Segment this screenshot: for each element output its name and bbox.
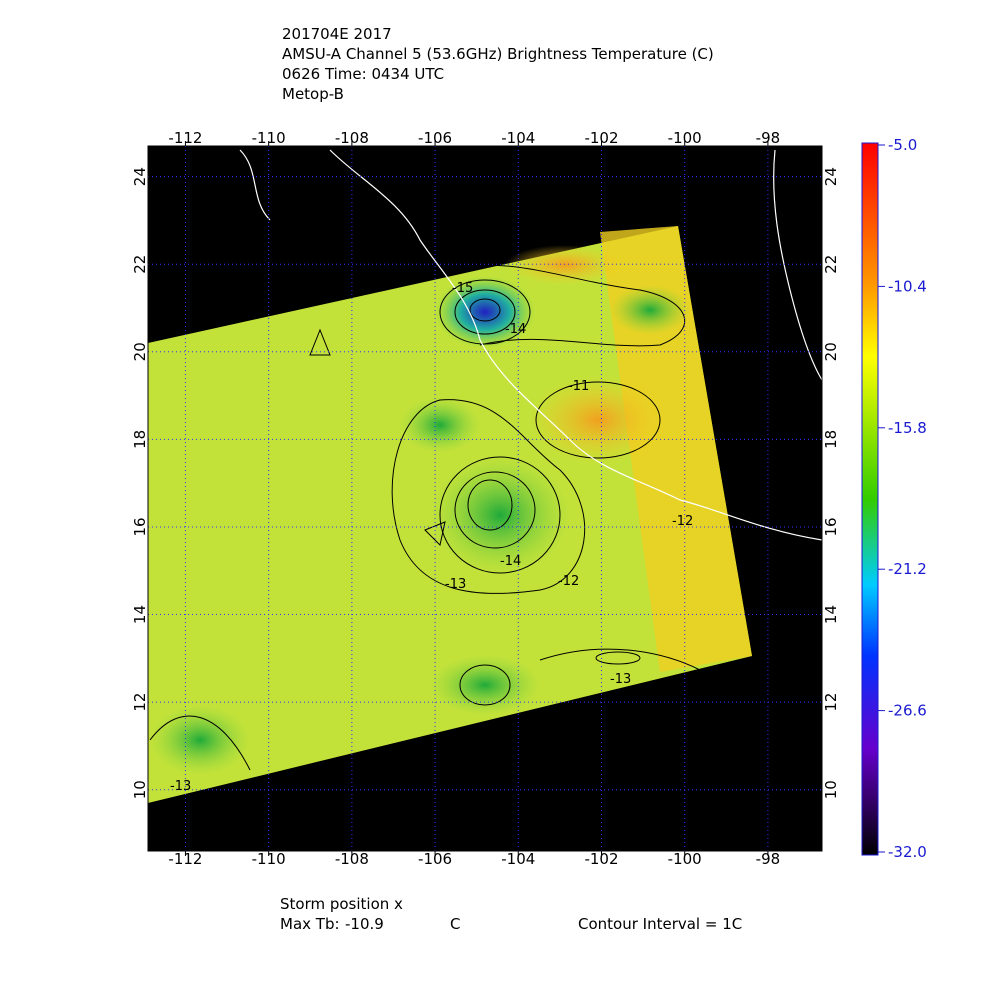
lat-tick-label: 18 — [131, 430, 149, 449]
cold-area — [430, 655, 540, 715]
cold-area — [150, 705, 250, 775]
contour-label: -13 — [610, 672, 631, 687]
lat-tick-label: 20 — [822, 342, 840, 361]
contour-label: -15 — [452, 281, 473, 296]
header-line: Metop-B — [282, 85, 344, 103]
colorbar-label: -21.2 — [888, 560, 927, 578]
header: 201704E 2017 AMSU-A Channel 5 (53.6GHz) B… — [282, 25, 714, 103]
colorbar-label: -15.8 — [888, 419, 927, 437]
lon-tick-label: -100 — [668, 850, 702, 868]
grid — [148, 146, 822, 851]
cold-area — [400, 397, 480, 453]
contour-label: -13 — [170, 779, 191, 794]
lon-tick-label: -98 — [756, 129, 781, 147]
lon-tick-label: -106 — [418, 850, 452, 868]
contours — [149, 264, 701, 771]
contour-label: -11 — [568, 379, 589, 394]
contour-label: -14 — [500, 554, 521, 569]
map-layer — [148, 146, 822, 851]
lon-tick-label: -110 — [252, 129, 286, 147]
cold-area — [610, 285, 690, 335]
lon-tick-label: -112 — [168, 129, 202, 147]
colorbar-label: -10.4 — [888, 277, 927, 295]
lat-tick-label: 22 — [822, 255, 840, 274]
lat-tick-label: 10 — [131, 780, 149, 799]
lon-tick-label: -112 — [168, 850, 202, 868]
lat-tick-label: 18 — [822, 430, 840, 449]
lat-tick-label: 12 — [131, 693, 149, 712]
lon-tick-label: -108 — [335, 129, 369, 147]
contour-label: -13 — [445, 577, 466, 592]
lat-tick-label: 24 — [822, 167, 840, 186]
lon-tick-label: -100 — [668, 129, 702, 147]
max-tb-label: Max Tb: — [280, 915, 340, 933]
colorbar-label: -32.0 — [888, 843, 927, 861]
lon-tick-label: -98 — [756, 850, 781, 868]
lat-tick-label: 12 — [822, 693, 840, 712]
contour-interval: Contour Interval = 1C — [578, 915, 742, 933]
lat-tick-label: 14 — [131, 605, 149, 624]
map-frame — [147, 145, 823, 852]
colorbar — [861, 142, 879, 856]
lat-tick-label: 22 — [131, 255, 149, 274]
lat-tick-label: 20 — [131, 342, 149, 361]
lon-tick-label: -102 — [584, 129, 618, 147]
contour-label: -12 — [558, 574, 579, 589]
lat-tick-label: 14 — [822, 605, 840, 624]
coastline — [239, 149, 822, 541]
warm-area — [505, 245, 625, 285]
lat-tick-label: 10 — [822, 780, 840, 799]
lat-tick-label: 16 — [131, 517, 149, 536]
header-line: 201704E 2017 — [282, 25, 392, 43]
lon-tick-label: -110 — [252, 850, 286, 868]
colorbar-label: -26.6 — [888, 702, 927, 720]
lat-tick-label: 24 — [131, 167, 149, 186]
header-line: 0626 Time: 0434 UTC — [282, 65, 444, 83]
swath-edge — [600, 226, 752, 672]
lon-tick-label: -106 — [418, 129, 452, 147]
lon-tick-label: -108 — [335, 850, 369, 868]
cold-area — [435, 276, 535, 348]
max-tb-unit: C — [450, 915, 460, 933]
lon-tick-label: -102 — [584, 850, 618, 868]
lon-tick-label: -104 — [501, 129, 535, 147]
lon-tick-label: -104 — [501, 850, 535, 868]
warm-area — [528, 375, 668, 465]
max-tb: -10.9 — [345, 915, 384, 933]
header-line: AMSU-A Channel 5 (53.6GHz) Brightness Te… — [282, 45, 714, 63]
lat-tick-label: 16 — [822, 517, 840, 536]
contour-label: -12 — [672, 514, 693, 529]
colorbar-label: -5.0 — [888, 136, 917, 154]
contour-label: -14 — [505, 322, 526, 337]
storm-position: Storm position x — [280, 895, 403, 913]
